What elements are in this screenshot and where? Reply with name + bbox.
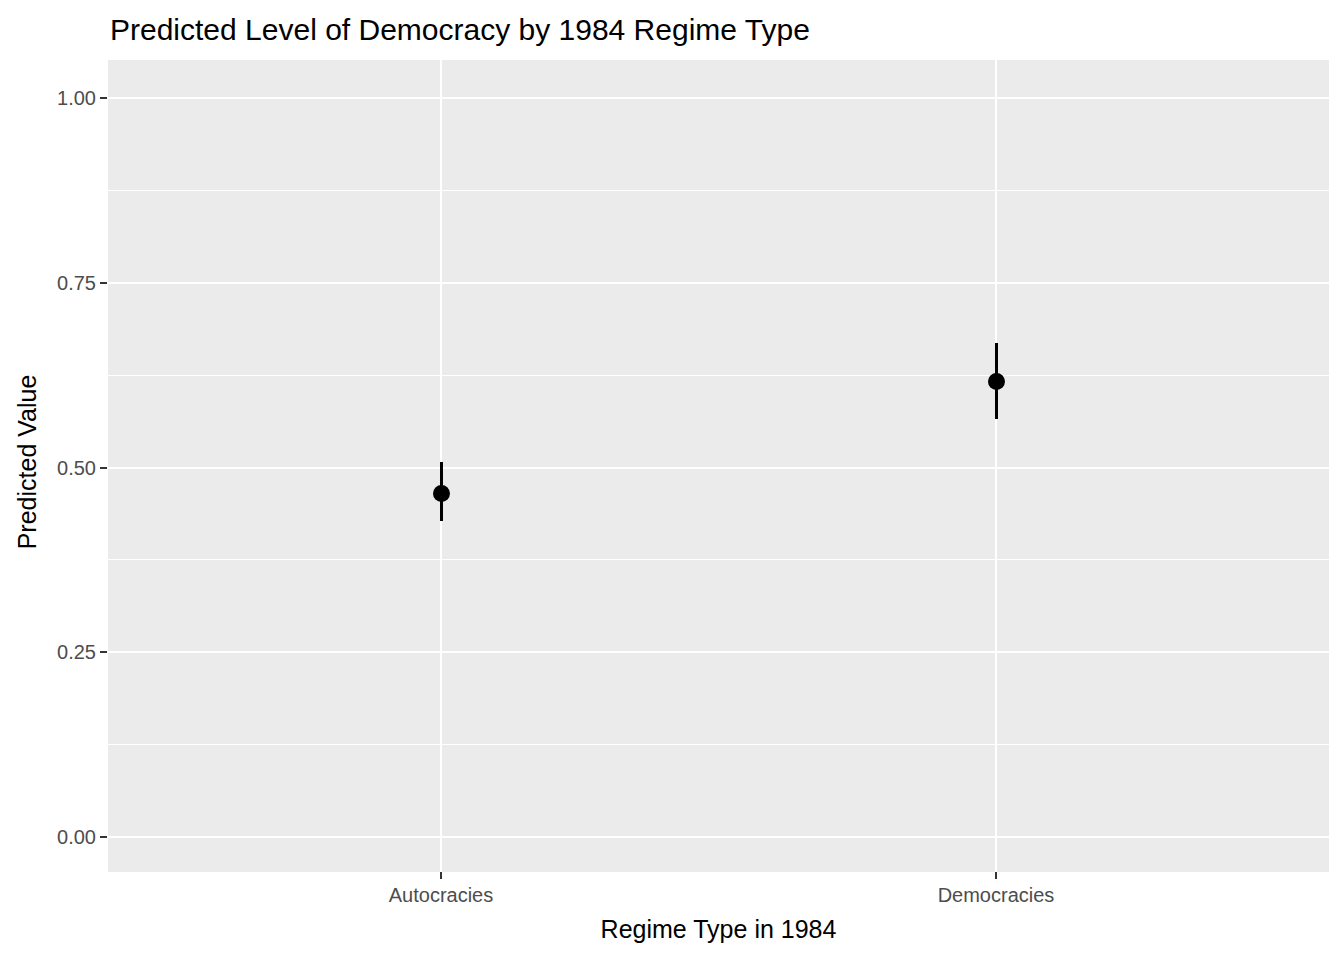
y-tick-mark xyxy=(100,467,107,469)
gridline-minor xyxy=(108,190,1329,191)
plot-panel xyxy=(108,60,1329,872)
gridline-minor xyxy=(108,559,1329,560)
y-tick-label: 1.00 xyxy=(18,86,96,110)
figure: Predicted Level of Democracy by 1984 Reg… xyxy=(0,0,1344,960)
y-tick-mark xyxy=(100,651,107,653)
gridline-major xyxy=(108,282,1329,284)
gridline-major xyxy=(108,97,1329,99)
point xyxy=(988,373,1005,390)
x-tick-label: Democracies xyxy=(886,883,1106,907)
x-tick-mark xyxy=(440,872,442,879)
x-tick-mark xyxy=(995,872,997,879)
y-tick-mark xyxy=(100,836,107,838)
y-tick-label: 0.25 xyxy=(18,640,96,664)
gridline-minor xyxy=(108,375,1329,376)
y-tick-mark xyxy=(100,97,107,99)
gridline-major xyxy=(108,651,1329,653)
gridline-major-vertical xyxy=(995,60,997,872)
x-axis-title: Regime Type in 1984 xyxy=(108,915,1329,944)
gridline-major xyxy=(108,467,1329,469)
y-tick-label: 0.50 xyxy=(18,456,96,480)
gridline-major xyxy=(108,836,1329,838)
y-tick-mark xyxy=(100,282,107,284)
y-tick-label: 0.75 xyxy=(18,271,96,295)
gridline-minor xyxy=(108,744,1329,745)
plot-title: Predicted Level of Democracy by 1984 Reg… xyxy=(110,8,810,52)
y-tick-label: 0.00 xyxy=(18,825,96,849)
x-tick-label: Autocracies xyxy=(331,883,551,907)
point xyxy=(433,485,450,502)
